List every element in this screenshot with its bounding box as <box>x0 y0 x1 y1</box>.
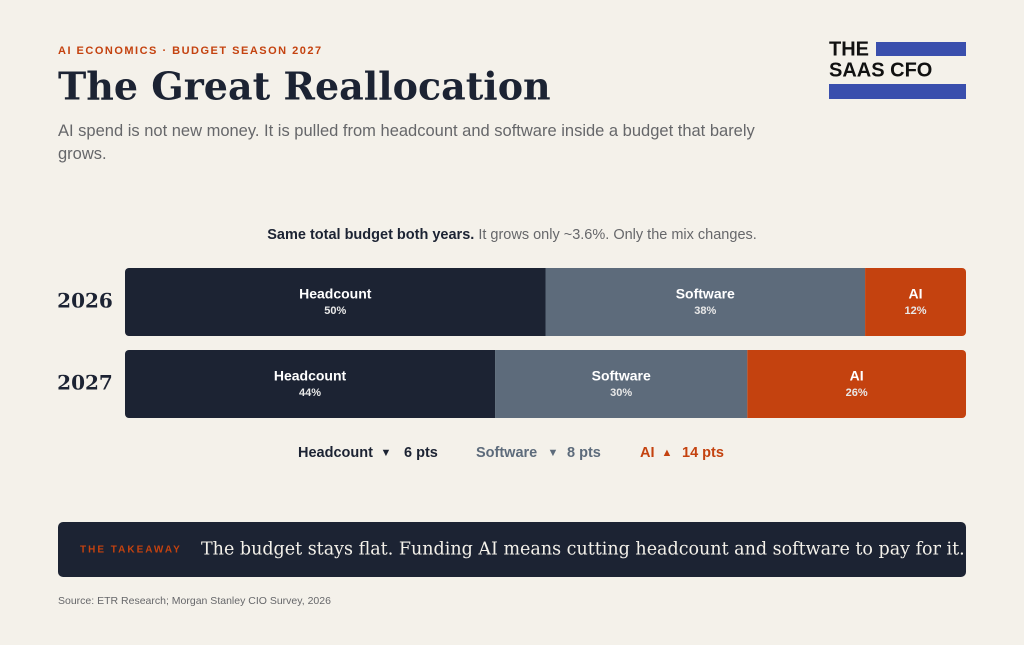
logo-text: SAAS CFO <box>829 59 932 81</box>
subtitle-box: AI spend is not new money. It is pulled … <box>58 122 755 163</box>
bar-segment <box>865 268 966 336</box>
bar-segment <box>125 350 496 418</box>
logo-bar <box>829 84 966 99</box>
bar-segment <box>495 350 748 418</box>
category-label: 2026 <box>57 289 113 313</box>
bar-row <box>125 268 966 336</box>
takeaway-label: THE TAKEAWAY <box>80 545 182 556</box>
change-arrow: ▼ <box>548 447 559 459</box>
legend-name: AI <box>640 445 655 461</box>
value-label: 38% <box>694 305 716 317</box>
legend-name: Headcount <box>298 445 373 461</box>
bar-segment <box>747 350 966 418</box>
segment-name: AI <box>909 286 923 302</box>
value-label: 50% <box>324 305 346 317</box>
title: The Great Reallocation <box>58 64 551 109</box>
change-label: 6 pts <box>404 445 438 461</box>
note: It grows only ~3.6%. Only the mix change… <box>478 227 756 243</box>
change-label: 14 pts <box>682 445 724 461</box>
segment-name: Software <box>676 286 735 302</box>
legend-name: Software <box>476 445 537 461</box>
segment-name: Software <box>592 368 651 384</box>
change-arrow: ▼ <box>381 447 392 459</box>
bar-segment <box>545 268 866 336</box>
note-bold: Same total budget both years. <box>267 227 474 243</box>
change-arrow: ▲ <box>662 447 673 459</box>
logo-text: THE <box>829 38 869 60</box>
value-label: 26% <box>846 387 868 399</box>
chart: 2026 Headcount 50% Software 38% AI 12% 2027 Head… <box>57 268 966 461</box>
bar-segment <box>125 268 546 336</box>
category-label: 2027 <box>57 371 113 395</box>
segment-name: AI <box>850 368 864 384</box>
segment-name: Headcount <box>274 368 347 384</box>
value-label: 44% <box>299 387 321 399</box>
value-label: 30% <box>610 387 632 399</box>
chart-note: Same total budget both years. It grows o… <box>267 227 757 243</box>
eyebrow: AI ECONOMICS · BUDGET SEASON 2027 <box>58 45 323 57</box>
source: Source: ETR Research; Morgan Stanley CIO… <box>58 595 331 607</box>
segment-name: Headcount <box>299 286 372 302</box>
logo-bar <box>876 42 966 56</box>
value-label: 12% <box>905 305 927 317</box>
change-label: 8 pts <box>567 445 601 461</box>
subtitle: AI spend is not new money. It is pulled … <box>58 122 755 163</box>
bar-row <box>125 350 966 418</box>
takeaway-text: The budget stays flat. Funding AI means … <box>201 540 965 560</box>
takeaway-box <box>58 522 966 577</box>
